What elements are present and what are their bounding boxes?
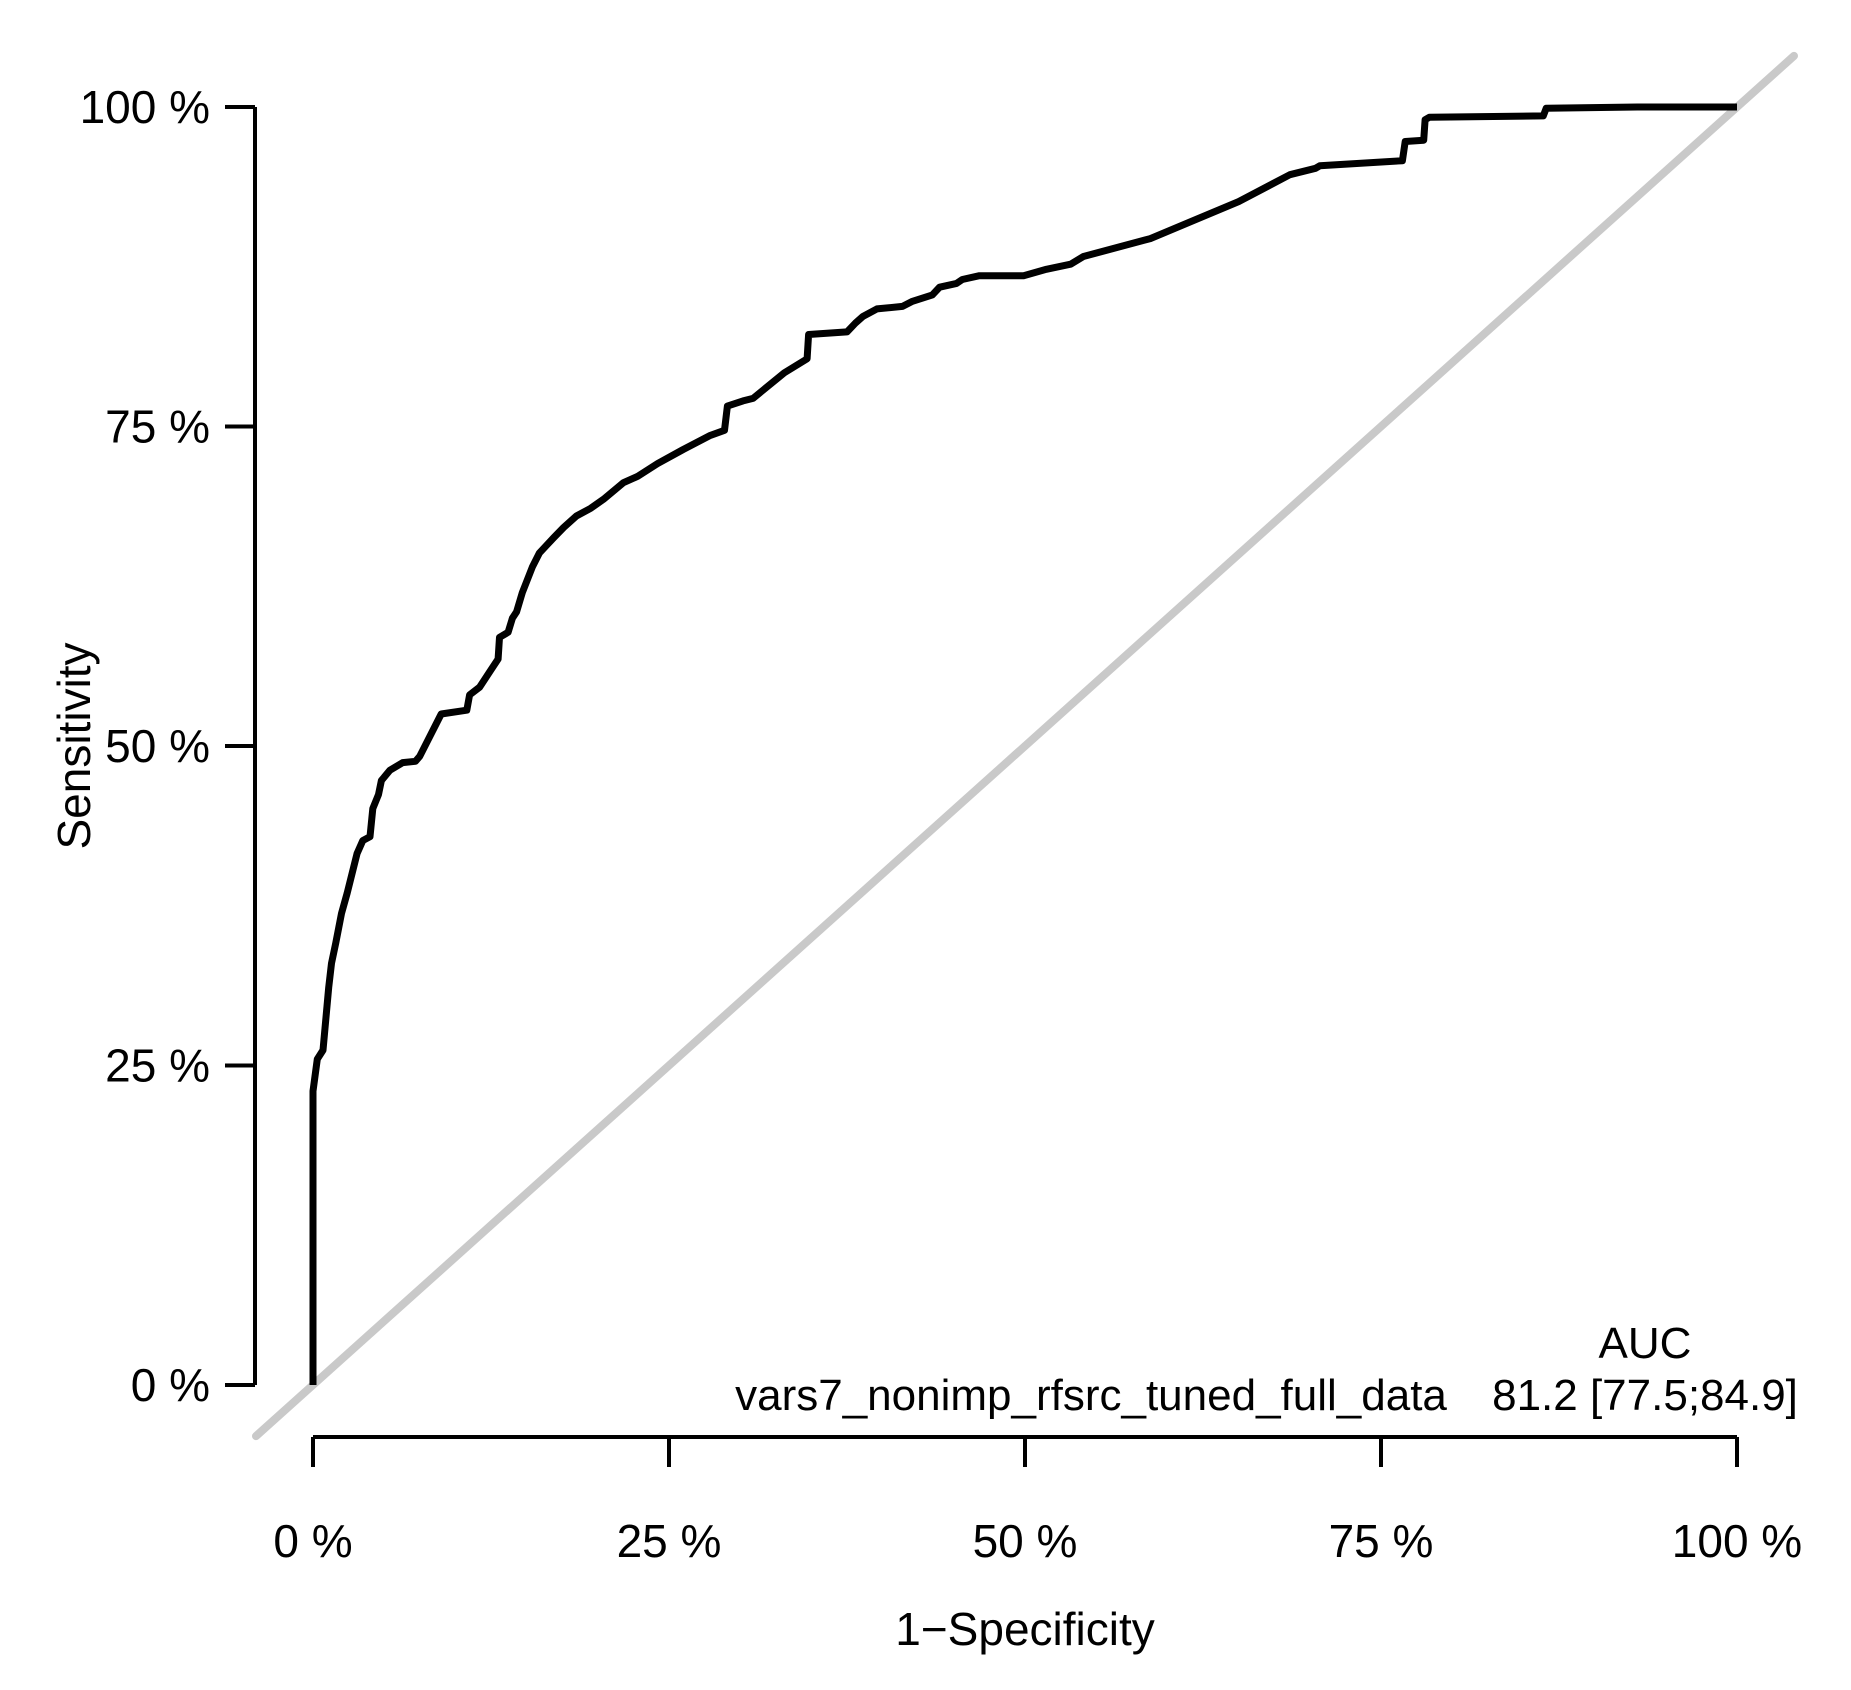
y-tick-label: 0 %	[131, 1359, 210, 1411]
model-name-label: vars7_nonimp_rfsrc_tuned_full_data	[735, 1371, 1447, 1420]
x-axis-ticks: 0 % 25 % 50 % 75 % 100 %	[273, 1437, 1802, 1567]
y-tick-label: 25 %	[105, 1040, 210, 1092]
x-axis-title: 1−Specificity	[895, 1603, 1155, 1655]
x-tick-label: 0 %	[273, 1515, 352, 1567]
y-tick-label: 100 %	[80, 81, 210, 133]
x-tick-label: 50 %	[973, 1515, 1078, 1567]
y-axis-ticks: 0 % 25 % 50 % 75 % 100 %	[80, 81, 255, 1411]
x-tick-label: 100 %	[1672, 1515, 1802, 1567]
x-tick-label: 75 %	[1329, 1515, 1434, 1567]
reference-diagonal-line	[252, 51, 1798, 1441]
y-axis-title: Sensitivity	[48, 642, 100, 849]
auc-value-label: 81.2 [77.5;84.9]	[1492, 1371, 1798, 1420]
x-tick-label: 25 %	[617, 1515, 722, 1567]
y-tick-label: 75 %	[105, 401, 210, 453]
y-tick-label: 50 %	[105, 720, 210, 772]
auc-header-label: AUC	[1599, 1319, 1692, 1368]
roc-curve-line	[309, 103, 1737, 1385]
